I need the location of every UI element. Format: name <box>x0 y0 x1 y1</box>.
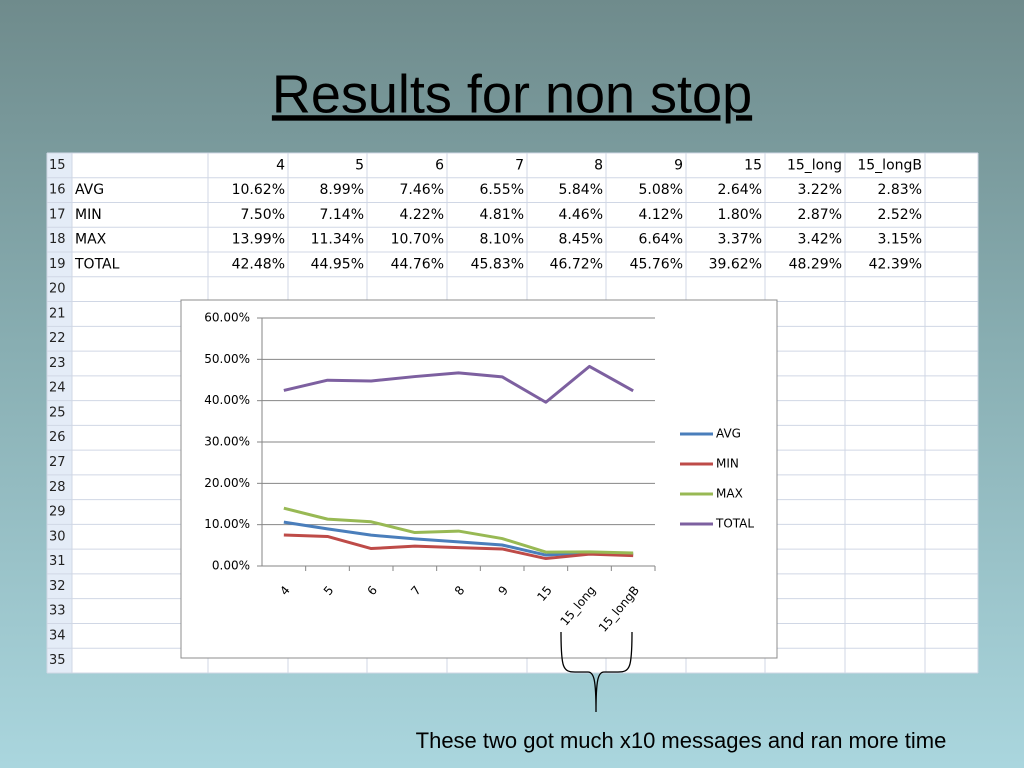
cell: 8.10% <box>480 232 524 248</box>
y-tick-label: 0.00% <box>212 559 250 573</box>
row-number: 33 <box>49 604 66 619</box>
row-number: 28 <box>49 480 66 495</box>
cell: 10.62% <box>232 182 285 198</box>
row-number: 17 <box>49 207 66 222</box>
cell: 44.95% <box>311 256 364 272</box>
cell: 4.81% <box>480 207 524 223</box>
y-tick-label: 60.00% <box>204 311 250 325</box>
cell: TOTAL <box>74 256 120 272</box>
cell: 15_longB <box>857 157 922 173</box>
series-line <box>283 506 634 555</box>
chart-area <box>180 299 778 659</box>
cell: 39.62% <box>709 256 762 272</box>
cell: 6 <box>435 157 444 173</box>
cell: 7.50% <box>241 207 285 223</box>
row-number: 18 <box>49 232 66 247</box>
cell: 4.12% <box>639 207 683 223</box>
cell: 4.22% <box>400 207 444 223</box>
cell: AVG <box>75 182 104 198</box>
series-line <box>283 533 634 561</box>
cell: 44.76% <box>391 256 444 272</box>
cell: 8.45% <box>559 232 603 248</box>
row-number: 29 <box>49 505 66 520</box>
cell: 6.64% <box>639 232 683 248</box>
cell: 8.99% <box>320 182 364 198</box>
row-number: 15 <box>49 158 66 173</box>
legend-label: MIN <box>716 457 739 471</box>
cell: 45.76% <box>630 256 683 272</box>
y-tick-label: 10.00% <box>204 517 250 531</box>
cell: 42.39% <box>869 256 922 272</box>
cell: 6.55% <box>480 182 524 198</box>
y-tick-label: 30.00% <box>204 435 250 449</box>
cell: 10.70% <box>391 232 444 248</box>
row-number: 31 <box>49 554 66 569</box>
row-number: 20 <box>49 282 66 297</box>
cell: 7 <box>515 157 524 173</box>
y-tick-label: 40.00% <box>204 393 250 407</box>
cell: 5 <box>355 157 364 173</box>
row-number: 24 <box>49 381 66 396</box>
cell: 3.42% <box>798 232 842 248</box>
slide-title: Results for non stop <box>272 64 752 124</box>
row-number: 27 <box>49 455 66 470</box>
row-number: 16 <box>49 183 66 198</box>
row-number: 19 <box>49 257 66 272</box>
cell: 2.52% <box>878 207 922 223</box>
y-tick-label: 20.00% <box>204 476 250 490</box>
legend-label: TOTAL <box>715 517 754 531</box>
cell: 4 <box>276 157 285 173</box>
row-number: 25 <box>49 405 66 420</box>
cell: 4.46% <box>559 207 603 223</box>
cell: 13.99% <box>232 232 285 248</box>
row-number: 22 <box>49 331 66 346</box>
cell: 2.83% <box>878 182 922 198</box>
cell: 45.83% <box>471 256 524 272</box>
row-number: 21 <box>49 306 66 321</box>
cell: 1.80% <box>718 207 762 223</box>
cell: 15_long <box>787 157 842 173</box>
chart: 0.00% 10.00% 20.00% 30.00% 40.00% 50.00% 60.00… <box>180 299 778 659</box>
row-number: 30 <box>49 529 66 544</box>
cell: 3.15% <box>878 232 922 248</box>
cell: 7.14% <box>320 207 364 223</box>
legend-label: MAX <box>716 487 743 501</box>
cell: MAX <box>75 232 107 248</box>
cell: 11.34% <box>311 232 364 248</box>
row-number: 23 <box>49 356 66 371</box>
row-number: 34 <box>49 628 66 643</box>
cell: 15 <box>744 157 762 173</box>
cell: 8 <box>594 157 603 173</box>
cell: 48.29% <box>789 256 842 272</box>
brace <box>560 631 633 713</box>
cell: 3.22% <box>798 182 842 198</box>
series-line <box>283 520 634 557</box>
row-header-background <box>47 153 72 673</box>
legend-label: AVG <box>716 427 741 441</box>
cell: 42.48% <box>232 256 285 272</box>
cell: MIN <box>75 207 102 223</box>
cell: 2.87% <box>798 207 842 223</box>
cell: 46.72% <box>550 256 603 272</box>
row-number: 26 <box>49 430 66 445</box>
cell: 7.46% <box>400 182 444 198</box>
row-number: 35 <box>49 653 66 668</box>
annotation: These two got much x10 messages and ran … <box>416 728 947 753</box>
series-line <box>283 364 634 404</box>
cell: 2.64% <box>718 182 762 198</box>
cell: 5.08% <box>639 182 683 198</box>
cell: 5.84% <box>559 182 603 198</box>
cell: 3.37% <box>718 232 762 248</box>
y-tick-label: 50.00% <box>204 352 250 366</box>
cell: 9 <box>674 157 683 173</box>
row-number: 32 <box>49 579 66 594</box>
